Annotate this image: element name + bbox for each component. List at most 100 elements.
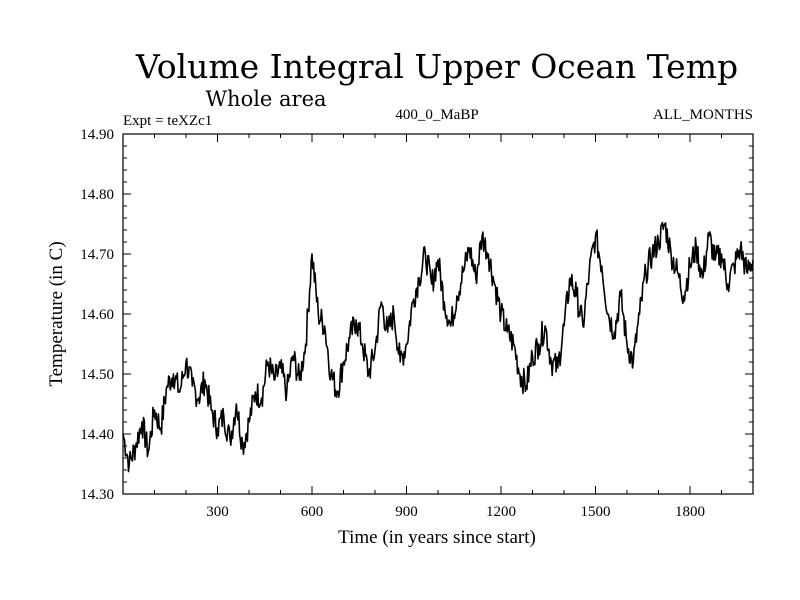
- data-point: [708, 235, 710, 237]
- y-tick-label: 14.70: [80, 247, 114, 263]
- y-tick-label: 14.90: [80, 127, 114, 143]
- x-axis-label: Time (in years since start): [338, 527, 536, 548]
- data-point: [594, 235, 597, 237]
- plot-frame: [122, 133, 754, 495]
- data-point: [431, 283, 433, 285]
- data-point: [324, 325, 326, 327]
- data-point: [223, 415, 225, 417]
- data-point: [368, 373, 370, 375]
- data-point: [733, 265, 735, 267]
- y-axis: 14.30 14.40 14.50 14.60 14.70 14.80 14.90: [80, 127, 753, 503]
- data-point: [550, 361, 553, 363]
- data-point: [305, 343, 307, 345]
- data-point: [720, 253, 723, 255]
- data-point: [494, 283, 496, 285]
- data-point: [639, 313, 641, 315]
- data-point: [462, 271, 464, 273]
- data-point: [141, 421, 143, 423]
- data-point: [380, 301, 382, 303]
- y-tick-label: 14.60: [80, 307, 114, 323]
- x-tick-label: 1800: [675, 504, 705, 520]
- data-point: [412, 301, 414, 303]
- data-point: [349, 337, 351, 339]
- data-point: [582, 325, 584, 327]
- data-point: [576, 295, 578, 297]
- data-point: [607, 313, 609, 315]
- data-point: [752, 259, 754, 261]
- data-point: [267, 361, 269, 363]
- data-point: [746, 271, 748, 273]
- data-point: [739, 247, 742, 249]
- x-tick-label: 300: [206, 504, 229, 520]
- data-point: [475, 277, 477, 279]
- data-point: [254, 391, 256, 393]
- data-point: [651, 253, 653, 255]
- data-point: [298, 379, 300, 381]
- x-tick-label: 900: [395, 504, 418, 520]
- data-point: [664, 223, 666, 225]
- data-point: [166, 385, 168, 387]
- run-label: 400_0_MaBP: [395, 107, 478, 123]
- data-point: [393, 313, 395, 315]
- series-layer: [122, 221, 754, 473]
- chart-title: Volume Integral Upper Ocean Temp: [135, 47, 738, 86]
- chart-subtitle: Whole area: [205, 87, 326, 111]
- data-point: [418, 277, 420, 279]
- data-point: [557, 367, 559, 369]
- data-point: [683, 295, 685, 297]
- data-point: [210, 409, 212, 411]
- data-point: [620, 295, 622, 297]
- data-point: [695, 247, 697, 249]
- data-point: [235, 403, 237, 405]
- data-point: [727, 283, 729, 285]
- data-point: [342, 361, 345, 363]
- data-point: [657, 241, 660, 243]
- data-point: [525, 385, 527, 387]
- data-point: [330, 373, 332, 375]
- data-point: [481, 235, 483, 237]
- data-point: [424, 253, 426, 255]
- data-point: [292, 355, 294, 357]
- data-point: [172, 373, 174, 375]
- data-point: [198, 397, 200, 399]
- data-point: [311, 253, 313, 255]
- data-point: [279, 367, 282, 369]
- data-point: [519, 373, 521, 375]
- x-tick-label: 1500: [581, 504, 611, 520]
- data-point: [229, 439, 231, 441]
- data-point: [506, 331, 508, 333]
- data-point: [361, 343, 363, 345]
- data-point: [135, 445, 137, 447]
- data-point: [286, 391, 288, 393]
- x-axis: 300 600 900 1200 1500 1800: [122, 134, 754, 520]
- data-point: [676, 271, 679, 273]
- data-point: [185, 361, 187, 363]
- y-tick-label: 14.30: [80, 487, 114, 503]
- data-point: [613, 331, 616, 333]
- data-point: [544, 325, 546, 327]
- data-point: [355, 319, 357, 321]
- data-point: [689, 265, 691, 267]
- data-point: [626, 343, 628, 345]
- data-point: [336, 391, 338, 393]
- data-point: [632, 361, 634, 363]
- data-point: [487, 253, 489, 255]
- data-point: [456, 295, 458, 297]
- data-point: [242, 445, 244, 447]
- data-point: [670, 253, 672, 255]
- data-point: [179, 391, 181, 393]
- data-point: [273, 379, 275, 381]
- data-point: [569, 277, 571, 279]
- data-point: [122, 433, 124, 435]
- data-point: [563, 325, 565, 327]
- data-point: [601, 265, 603, 267]
- data-point: [317, 313, 319, 315]
- experiment-label: Expt = teXZc1: [123, 113, 212, 129]
- data-point: [405, 343, 408, 345]
- data-point: [645, 271, 647, 273]
- data-point: [588, 271, 590, 273]
- data-point: [261, 397, 263, 399]
- data-point: [147, 451, 149, 453]
- data-point: [216, 427, 219, 429]
